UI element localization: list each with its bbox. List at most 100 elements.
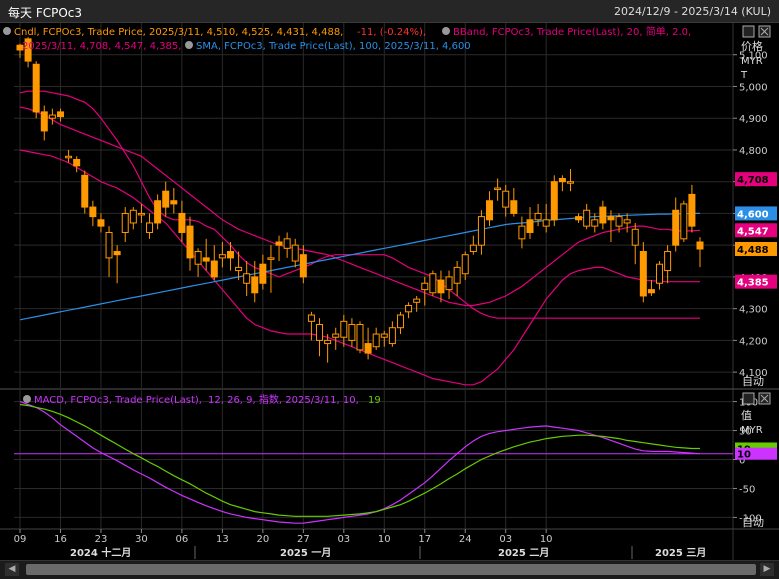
candle-up [332,333,340,338]
candle-down [550,181,558,221]
marker-bb-upper: 4,708 [737,175,769,186]
candle-down [178,212,186,233]
marker-macd-bg [735,447,777,460]
signal-line [19,403,700,517]
scroll-right-icon[interactable]: ▶ [760,563,774,576]
marker-bb-lower-bg [735,274,777,289]
candle-up [146,222,154,233]
candle-up [477,216,485,246]
scroll-thumb[interactable] [26,564,756,575]
candle-up [348,324,356,341]
restore-icon [742,25,755,38]
candle-up [243,273,251,284]
candle-down [81,174,89,208]
bband-middle-line [19,106,701,307]
day-label: 06 [176,534,189,545]
candle-down [73,158,81,167]
candle-up [291,244,299,262]
price-axis-unit2: T [740,70,748,81]
month-label: 2025 二月 [498,547,549,559]
day-label: 10 [378,534,391,545]
marker-last-price: 4,488 [737,245,769,256]
candle-down [688,193,696,227]
legend-sma: SMA, FCPOc3, Trade Price(Last), 100, 202… [196,41,471,52]
candle-up [542,219,550,227]
legend-cndl-icon [3,27,11,35]
price-tick-label: 4,100 [739,368,768,379]
window-title: 每天 FCPOc3 [8,6,83,20]
candle-up [283,238,291,249]
candle-up [413,298,421,303]
macd-line [19,401,701,524]
marker-last-price-bg [735,241,777,256]
price-tick-label: 5,000 [739,82,768,93]
candle-up [380,333,388,338]
candle-down [639,251,647,297]
candle-down [696,241,704,250]
macd-restore-icon [742,392,755,405]
candle-down [162,190,170,208]
legend-bband-icon [442,27,450,35]
candle-up [469,244,477,253]
candle-down [226,251,234,259]
day-label: 23 [95,534,108,545]
candle-up [631,228,639,246]
macd-axis-unit: MYR [741,425,763,436]
macd-tick-label: -50 [739,484,755,495]
candle-down [510,200,518,214]
candle-up [129,209,137,224]
candle-up [316,324,324,341]
window-titlebar: 每天 FCPOc3 2024/12/9 - 2025/3/14 (KUL) [0,0,779,23]
candle-up [218,254,226,259]
marker-macd: 10 [737,450,751,461]
candle-down [24,38,32,62]
chart-area[interactable]: 5,1005,0004,9004,8004,7004,6004,5004,400… [0,23,779,560]
candle-up [615,216,623,227]
candle-up [656,263,664,284]
candle-up [583,209,591,227]
day-label: 20 [256,534,269,545]
candle-up [664,251,672,272]
price-tick-label: 5,100 [739,51,768,62]
candle-up [534,212,542,221]
candle-up [453,266,461,284]
candle-up [445,276,453,291]
day-label: 03 [499,534,512,545]
candle-down [607,216,615,221]
candle-up [623,219,631,224]
candle-up [121,212,129,233]
macd-axis-title: 值 [741,409,752,422]
candle-down [113,251,121,256]
candle-up [388,327,396,345]
candle-up [518,225,526,240]
candle-down [299,254,307,278]
legend-macd: MACD, FCPOc3, Trade Price(Last), [34,395,202,406]
day-label: 10 [540,534,553,545]
marker-bb-mid-bg [735,223,777,238]
horizontal-scrollbar[interactable]: ◀ ▶ [0,560,779,579]
candle-down [437,279,445,294]
candle-down [259,263,267,284]
marker-bb-lower: 4,385 [737,278,769,289]
candle-down [16,44,24,51]
candle-down [56,111,64,118]
month-label: 2024 十二月 [70,546,131,559]
candle-down [89,206,97,218]
macd-tick-label: 50 [739,427,752,438]
candle-down [32,63,40,113]
day-label: 16 [54,534,67,545]
chart-background [0,23,779,560]
candle-up [105,231,113,259]
day-label: 27 [297,534,310,545]
candle-up [396,314,404,329]
scroll-left-icon[interactable]: ◀ [5,563,19,576]
price-tick-label: 4,300 [739,305,768,316]
candle-down [154,200,162,224]
marker-bb-upper-bg [735,172,777,187]
day-label: 03 [337,534,350,545]
candle-down [251,276,259,294]
candle-up [502,190,510,208]
marker-bb-mid: 4,547 [737,226,769,237]
candle-down [40,111,48,132]
candle-up [461,254,469,275]
